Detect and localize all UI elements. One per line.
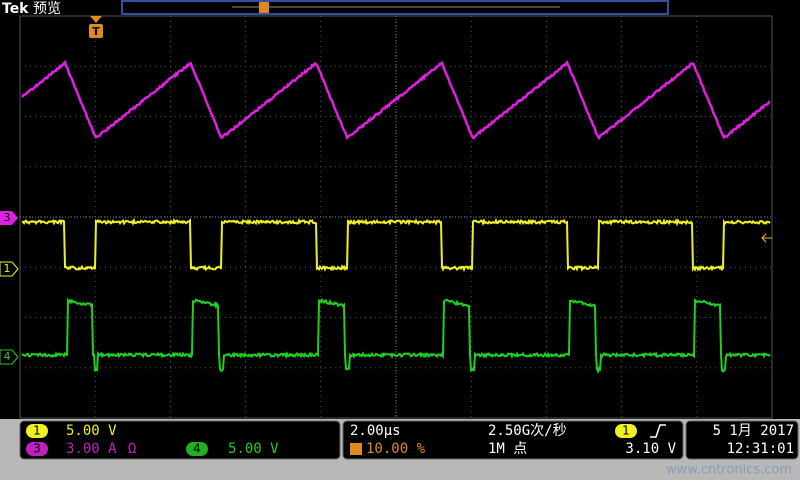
ch4-badge-label: 4 xyxy=(193,442,201,456)
ch3-marker xyxy=(0,211,18,225)
timebase: 2.00µs xyxy=(350,423,401,439)
brand: Tek xyxy=(2,1,29,17)
ch1-scale: 5.00 V xyxy=(66,423,117,439)
record-length: 1M 点 xyxy=(488,441,527,457)
trigger-position-icon xyxy=(350,443,362,455)
ch4-scale: 5.00 V xyxy=(228,441,279,457)
sample-rate: 2.50G次/秒 xyxy=(488,423,567,439)
trigger-source-badge xyxy=(615,424,637,438)
trigger-source: 1 xyxy=(622,424,630,438)
waveforms xyxy=(21,59,771,375)
ch4-badge xyxy=(186,442,208,456)
ch3-marker-label: 3 xyxy=(4,211,11,224)
trigger-position: 10.00 % xyxy=(366,441,426,457)
graticule xyxy=(19,15,773,419)
ch1-wave xyxy=(21,217,771,273)
ch4-wave xyxy=(21,297,771,375)
ch1-marker xyxy=(0,261,19,277)
channel-panel xyxy=(19,420,341,460)
trigger-slope xyxy=(650,424,666,438)
ch3-wave xyxy=(21,59,771,141)
record-cursor xyxy=(259,2,269,13)
acquisition-panel xyxy=(342,420,684,460)
ch3-scale: 3.00 A xyxy=(66,441,117,457)
ch4-marker xyxy=(0,349,19,365)
mode: 预览 xyxy=(33,1,61,17)
trigger-badge xyxy=(89,24,103,38)
trigger-level: 3.10 V xyxy=(625,441,676,457)
ch4-marker-label: 4 xyxy=(4,350,11,363)
watermark: www.cntronics.com xyxy=(666,463,792,478)
trigger-level-arrow xyxy=(761,233,772,243)
date: 5 1月 2017 xyxy=(713,423,794,439)
ch1-badge xyxy=(26,424,48,438)
trigger-arrow xyxy=(90,16,102,23)
ch3-badge xyxy=(26,442,48,456)
time: 12:31:01 xyxy=(727,441,794,457)
trigger-marker: T xyxy=(92,25,100,38)
ch1-marker-label: 1 xyxy=(4,262,11,275)
ch3-unit: Ω xyxy=(128,441,136,457)
clock-panel xyxy=(685,420,799,460)
ch1-badge-label: 1 xyxy=(33,424,41,438)
ch3-badge-label: 3 xyxy=(33,442,41,456)
